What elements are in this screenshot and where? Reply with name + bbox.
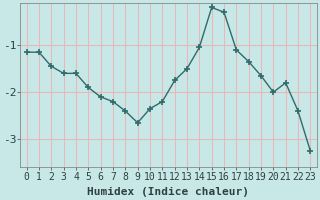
X-axis label: Humidex (Indice chaleur): Humidex (Indice chaleur) (87, 187, 250, 197)
